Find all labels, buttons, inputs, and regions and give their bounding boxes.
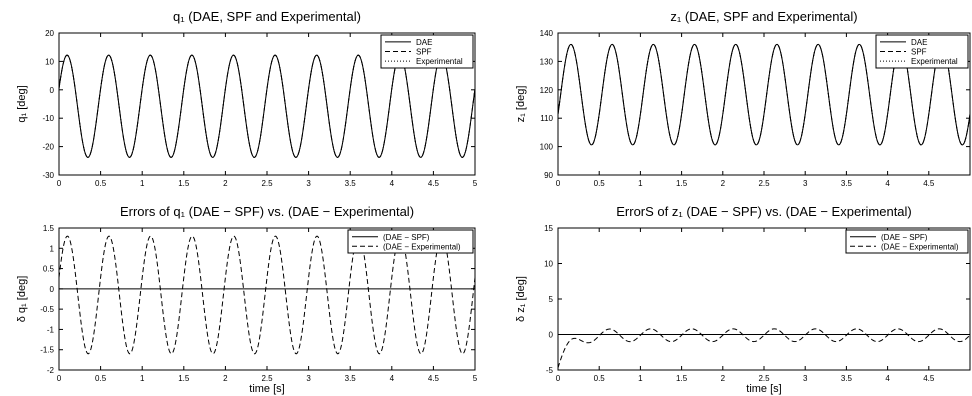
y-tick-label: -20 [42,143,54,152]
x-tick-label: 1 [140,179,145,188]
x-tick-label: 5 [473,374,478,383]
x-tick-label: 2 [721,179,726,188]
x-tick-label: 1.5 [676,374,688,383]
y-tick-label: 120 [540,86,554,95]
x-tick-label: 2 [223,374,228,383]
y-axis-label: z₁ [deg] [515,86,527,123]
legend-label: DAE [911,38,927,47]
legend-label: SPF [416,48,432,57]
x-tick-label: 4 [390,179,395,188]
x-tick-label: 2.5 [758,179,770,188]
x-tick-label: 3 [803,179,808,188]
chart-panel-1: q₁ (DAE, SPF and Experimental) 0 0.5 1 1.5 2 2… [16,9,478,188]
y-tick-label: 20 [45,29,54,38]
y-tick-label: -30 [42,171,54,180]
x-tick-label: 1 [638,374,643,383]
x-tick-label: 3.5 [345,179,357,188]
y-tick-label: -2 [47,366,55,375]
x-tick-label: 1 [638,179,643,188]
y-tick-label: -1 [47,325,55,334]
x-tick-label: 1.5 [178,179,190,188]
x-tick-label: 0 [556,374,561,383]
x-tick-label: 2.5 [261,374,273,383]
legend-label: Experimental [416,57,463,66]
y-tick-label: -0.5 [40,305,54,314]
y-tick-label: 100 [540,143,554,152]
chart-panel-3: Errors of q₁ (DAE − SPF) vs. (DAE − Expe… [16,204,478,395]
x-tick-label: 1.5 [178,374,190,383]
y-tick-label: -5 [546,366,554,375]
x-tick-label: 5 [473,179,478,188]
x-tick-label: 0 [57,374,62,383]
chart-panel-4: ErrorS of z₁ (DAE − SPF) vs. (DAE − Expe… [515,204,970,395]
x-tick-label: 3.5 [841,374,853,383]
y-tick-label: 140 [540,29,554,38]
y-tick-label: 130 [540,57,554,66]
x-tick-label: 4 [885,179,890,188]
x-tick-label: 3.5 [841,179,853,188]
y-tick-label: 5 [549,295,554,304]
legend-label: (DAE − Experimental) [383,242,461,251]
x-tick-label: 3.5 [345,374,357,383]
y-tick-label: 1 [50,244,55,253]
legend: (DAE − SPF)(DAE − Experimental) [846,230,968,253]
chart-panel-2: z₁ (DAE, SPF and Experimental) 0 0.5 1 1.5 2 2… [515,9,970,188]
y-tick-label: 0 [549,331,554,340]
y-axis-label: q₁ [deg] [16,85,28,122]
chart-title: q₁ (DAE, SPF and Experimental) [173,9,361,24]
y-tick-label: 0 [50,285,55,294]
x-tick-label: 0 [57,179,62,188]
x-tick-label: 0.5 [594,374,606,383]
x-tick-label: 0 [556,179,561,188]
y-tick-label: 10 [45,57,54,66]
x-tick-label: 2.5 [261,179,273,188]
x-tick-label: 2.5 [758,374,770,383]
x-tick-label: 1 [140,374,145,383]
x-tick-label: 4.5 [428,374,440,383]
y-tick-label: 0.5 [43,265,55,274]
legend-label: (DAE − SPF) [881,233,928,242]
x-tick-label: 4.5 [923,179,935,188]
x-tick-label: 1.5 [676,179,688,188]
x-tick-label: 0.5 [95,374,107,383]
x-axis-label: time [s] [746,383,781,395]
chart-title: Errors of q₁ (DAE − SPF) vs. (DAE − Expe… [120,204,414,219]
legend-label: SPF [911,48,927,57]
y-tick-label: 90 [544,171,553,180]
legend-label: (DAE − SPF) [383,233,430,242]
x-tick-label: 0.5 [594,179,606,188]
x-tick-label: 2 [223,179,228,188]
y-axis-label: δ z₁ [deg] [515,276,527,322]
chart-title: z₁ (DAE, SPF and Experimental) [670,9,857,24]
x-tick-label: 0.5 [95,179,107,188]
y-tick-label: 0 [50,86,55,95]
legend-label: DAE [416,38,432,47]
x-tick-label: 3 [306,374,311,383]
x-tick-label: 4.5 [923,374,935,383]
legend: (DAE − SPF)(DAE − Experimental) [348,230,473,253]
y-tick-label: 110 [540,114,553,123]
x-tick-label: 3 [803,374,808,383]
x-tick-label: 4.5 [428,179,440,188]
x-tick-label: 3 [306,179,311,188]
legend-label: Experimental [911,57,958,66]
x-tick-label: 4 [390,374,395,383]
x-axis-label: time [s] [249,383,284,395]
legend-label: (DAE − Experimental) [881,242,959,251]
chart-title: ErrorS of z₁ (DAE − SPF) vs. (DAE − Expe… [616,204,912,219]
x-tick-label: 4 [885,374,890,383]
y-tick-label: 15 [544,224,553,233]
y-tick-label: 10 [544,260,553,269]
y-axis-label: δ q₁ [deg] [16,276,28,323]
x-tick-label: 2 [721,374,726,383]
y-tick-label: 1.5 [43,224,55,233]
y-tick-label: -10 [42,114,54,123]
y-tick-label: -1.5 [40,346,54,355]
